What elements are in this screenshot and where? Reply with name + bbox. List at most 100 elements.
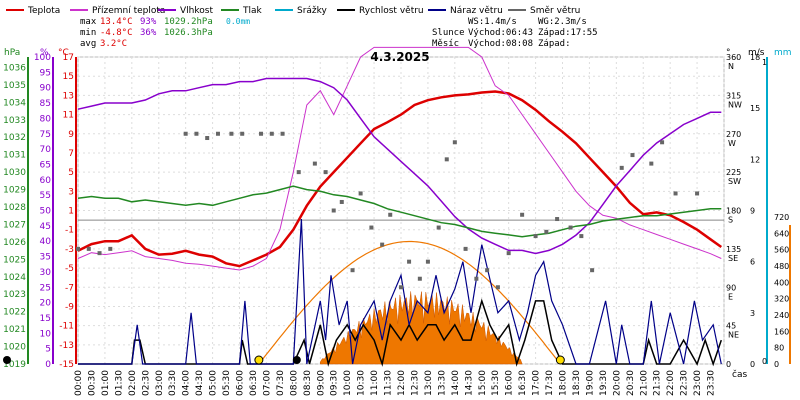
series-line-n-raz-v-tru — [78, 218, 722, 365]
tick-x: 23:00 — [693, 370, 703, 396]
axis-pct-label: % — [40, 48, 49, 58]
tick-ms: 18 — [750, 53, 760, 62]
tick-hpa: 1035 — [3, 81, 26, 91]
tick-x: 21:30 — [653, 370, 663, 396]
wind-direction-point — [555, 217, 560, 222]
wind-direction-point — [183, 131, 188, 136]
axis-mm-label: mm — [774, 48, 792, 58]
wind-direction-point — [339, 199, 344, 204]
axis-x-label: čas — [732, 369, 747, 380]
tick-hpa: 1022 — [3, 308, 26, 318]
tick-x: 13:30 — [437, 370, 447, 396]
tick-wm2: 0 — [774, 360, 779, 369]
tick-degc: -5 — [65, 264, 74, 274]
tick-hpa: 1027 — [3, 220, 26, 230]
wind-direction-point — [399, 285, 403, 290]
wind-direction-point — [630, 153, 635, 158]
tick-x: 20:00 — [612, 370, 622, 396]
tick-dir-deg: 270 — [726, 130, 741, 139]
tick-pct: 70 — [40, 145, 52, 155]
series-line-teplota — [77, 90, 723, 268]
tick-pct: 60 — [40, 176, 52, 186]
tick-hpa: 1019 — [3, 360, 26, 370]
wind-direction-point — [649, 161, 654, 166]
tick-x: 14:30 — [464, 370, 474, 396]
tick-dir-deg: 135 — [726, 245, 741, 254]
tick-hpa: 1032 — [3, 133, 26, 143]
legend-label-3: Tlak — [242, 6, 263, 16]
tick-hpa: 1030 — [3, 168, 26, 178]
legend-label-0: Teplota — [27, 6, 60, 16]
tick-x: 06:00 — [236, 370, 246, 396]
tick-x: 00:00 — [74, 370, 84, 396]
series-line-vlhkost — [77, 77, 722, 255]
tick-pct: 35 — [40, 253, 51, 263]
wind-direction-point — [436, 225, 441, 230]
wind-direction-point — [463, 246, 468, 251]
tick-ms: 6 — [750, 258, 755, 267]
tick-pct: 45 — [40, 222, 51, 232]
tick-x: 19:30 — [599, 370, 609, 396]
tick-x: 10:30 — [357, 370, 367, 396]
tick-pct: 90 — [40, 84, 52, 94]
tick-x: 15:30 — [491, 370, 501, 396]
tick-pct: 5 — [45, 345, 51, 355]
tick-degc: -11 — [59, 322, 74, 332]
tick-pct: 20 — [40, 299, 52, 309]
tick-degc: 9 — [68, 130, 74, 140]
legend-label-2: Vlhkost — [180, 6, 213, 16]
tick-wm2: 160 — [774, 327, 789, 336]
stat-avg-temp: 3.2°C — [100, 39, 127, 49]
tick-dir-name: NW — [728, 100, 742, 109]
legend-label-7: Směr větru — [530, 6, 580, 16]
tick-x: 02:30 — [141, 370, 151, 396]
info-wg: WG:2.3m/s — [538, 17, 587, 27]
wind-direction-point — [544, 229, 549, 234]
tick-pct: 50 — [40, 207, 52, 217]
wind-direction-point — [388, 212, 393, 217]
wind-direction-point — [350, 268, 355, 273]
tick-degc: 17 — [63, 53, 74, 63]
info-moon: Měsíc — [432, 39, 459, 49]
wind-direction-point — [205, 136, 210, 141]
stat-max-hum: 93% — [140, 17, 157, 27]
wind-direction-point — [506, 251, 511, 256]
wind-direction-point — [280, 131, 285, 136]
tick-ms: 0 — [750, 360, 755, 369]
tick-x: 04:00 — [182, 370, 192, 396]
tick-dir-name: NE — [728, 331, 739, 340]
wind-direction-point — [331, 208, 336, 213]
stat-min-press: 1026.3hPa — [164, 28, 213, 38]
stat-max-rain: 0.0mm — [226, 17, 250, 26]
tick-dir-name: S — [728, 216, 733, 225]
wind-direction-point — [407, 259, 412, 264]
stat-max-press: 1029.2hPa — [164, 17, 213, 27]
chart-legend: Teplota Přízemní teplota Vlhkost Tlak Srážky… — [6, 6, 580, 16]
tick-degc: -1 — [65, 226, 74, 236]
stats-panel: max 13.4°C 93% 1029.2hPa 0.0mm min -4.8°… — [80, 17, 250, 49]
wind-direction-point — [619, 165, 624, 170]
tick-wm2: 240 — [774, 311, 789, 320]
tick-x: 11:00 — [370, 370, 380, 396]
tick-x: 12:30 — [410, 370, 420, 396]
wind-direction-point — [380, 242, 385, 247]
tick-x: 00:30 — [87, 370, 97, 396]
tick-hpa: 1020 — [3, 343, 26, 353]
tick-x: 12:00 — [397, 370, 407, 396]
moonrise-marker — [292, 356, 301, 364]
info-sun: Slunce — [432, 28, 465, 38]
axis-degc-label: °C — [58, 48, 69, 58]
tick-pct: 100 — [34, 53, 51, 63]
tick-wm2: 640 — [774, 229, 789, 238]
tick-x: 22:00 — [666, 370, 676, 396]
tick-x: 07:30 — [276, 370, 286, 396]
sunset-marker — [555, 355, 565, 365]
tick-dir-name: E — [728, 292, 733, 301]
tick-x: 11:30 — [384, 370, 394, 396]
wind-direction-point — [296, 170, 301, 175]
tick-wm2: 400 — [774, 278, 789, 287]
tick-x: 14:00 — [451, 370, 461, 396]
tick-dir-deg: 360 — [726, 53, 741, 62]
tick-degc: 15 — [63, 72, 74, 82]
tick-x: 23:30 — [707, 370, 717, 396]
